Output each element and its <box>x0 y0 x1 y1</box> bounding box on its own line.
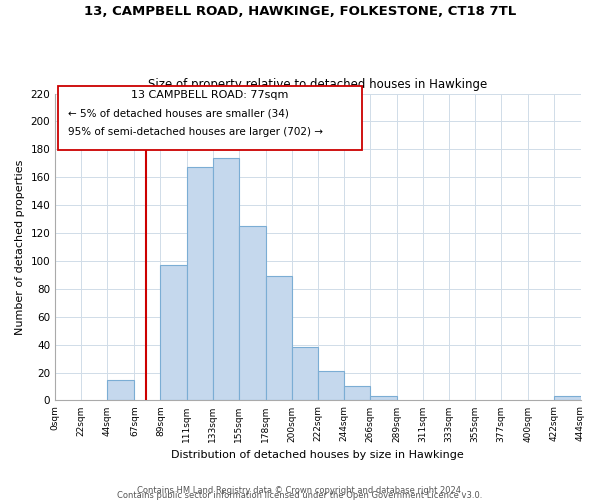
Y-axis label: Number of detached properties: Number of detached properties <box>15 160 25 334</box>
Text: 95% of semi-detached houses are larger (702) →: 95% of semi-detached houses are larger (… <box>68 128 323 138</box>
Text: ← 5% of detached houses are smaller (34): ← 5% of detached houses are smaller (34) <box>68 109 289 119</box>
Title: Size of property relative to detached houses in Hawkinge: Size of property relative to detached ho… <box>148 78 487 91</box>
Bar <box>212 158 239 400</box>
Bar <box>292 348 318 401</box>
Bar <box>160 265 187 400</box>
Bar <box>107 380 134 400</box>
FancyBboxPatch shape <box>58 86 362 150</box>
Bar <box>239 226 266 400</box>
Bar <box>266 276 292 400</box>
Bar <box>370 396 397 400</box>
Bar <box>554 396 581 400</box>
Bar <box>318 371 344 400</box>
Text: 13 CAMPBELL ROAD: 77sqm: 13 CAMPBELL ROAD: 77sqm <box>131 90 289 101</box>
Text: Contains public sector information licensed under the Open Government Licence v3: Contains public sector information licen… <box>118 490 482 500</box>
X-axis label: Distribution of detached houses by size in Hawkinge: Distribution of detached houses by size … <box>172 450 464 460</box>
Text: Contains HM Land Registry data © Crown copyright and database right 2024.: Contains HM Land Registry data © Crown c… <box>137 486 463 495</box>
Bar <box>187 168 212 400</box>
Bar <box>344 386 370 400</box>
Text: 13, CAMPBELL ROAD, HAWKINGE, FOLKESTONE, CT18 7TL: 13, CAMPBELL ROAD, HAWKINGE, FOLKESTONE,… <box>84 5 516 18</box>
